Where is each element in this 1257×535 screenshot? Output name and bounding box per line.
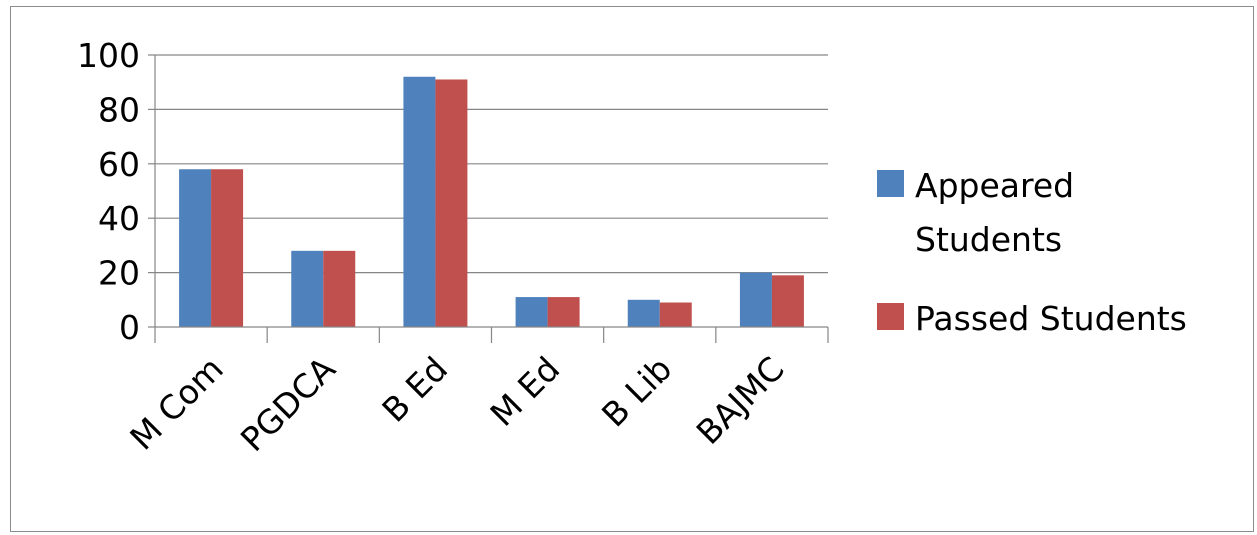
bar: [659, 302, 692, 327]
x-axis: M Com PGDCA B Ed M Ed B Lib BAJMC: [122, 326, 829, 459]
x-category-label: B Ed: [375, 349, 456, 430]
legend-item: Appeared Students: [877, 166, 1074, 259]
x-category-label: M Ed: [483, 349, 568, 434]
bar: [323, 250, 356, 327]
x-category-label: B Lib: [594, 349, 679, 434]
bar: [291, 250, 324, 327]
y-tick-label: 60: [98, 145, 140, 184]
bars: [179, 76, 804, 327]
bar: [515, 297, 548, 327]
bar: [435, 79, 468, 327]
y-axis: 0 20 40 60 80 100: [77, 36, 156, 347]
legend-item: Passed Students: [877, 299, 1187, 338]
y-tick-label: 80: [98, 90, 140, 129]
x-category-label: PGDCA: [233, 349, 343, 459]
gridlines: [155, 54, 828, 274]
bar: [179, 169, 212, 327]
y-tick-label: 100: [77, 36, 140, 75]
legend-label: Appeared: [915, 166, 1074, 205]
x-category-label: M Com: [122, 349, 230, 457]
bar: [211, 169, 244, 327]
legend-label: Students: [915, 220, 1062, 259]
y-tick-label: 0: [119, 308, 140, 347]
bar: [771, 275, 804, 327]
bar: [627, 299, 660, 327]
bar: [547, 297, 580, 327]
y-tick-label: 20: [98, 254, 140, 293]
legend: Appeared Students Passed Students: [877, 166, 1187, 338]
x-category-label: BAJMC: [689, 349, 792, 452]
bar: [739, 272, 772, 327]
y-tick-label: 40: [98, 199, 140, 238]
legend-swatch: [877, 303, 904, 330]
legend-swatch: [877, 170, 904, 197]
bar: [403, 76, 436, 327]
legend-label: Passed Students: [915, 299, 1187, 338]
